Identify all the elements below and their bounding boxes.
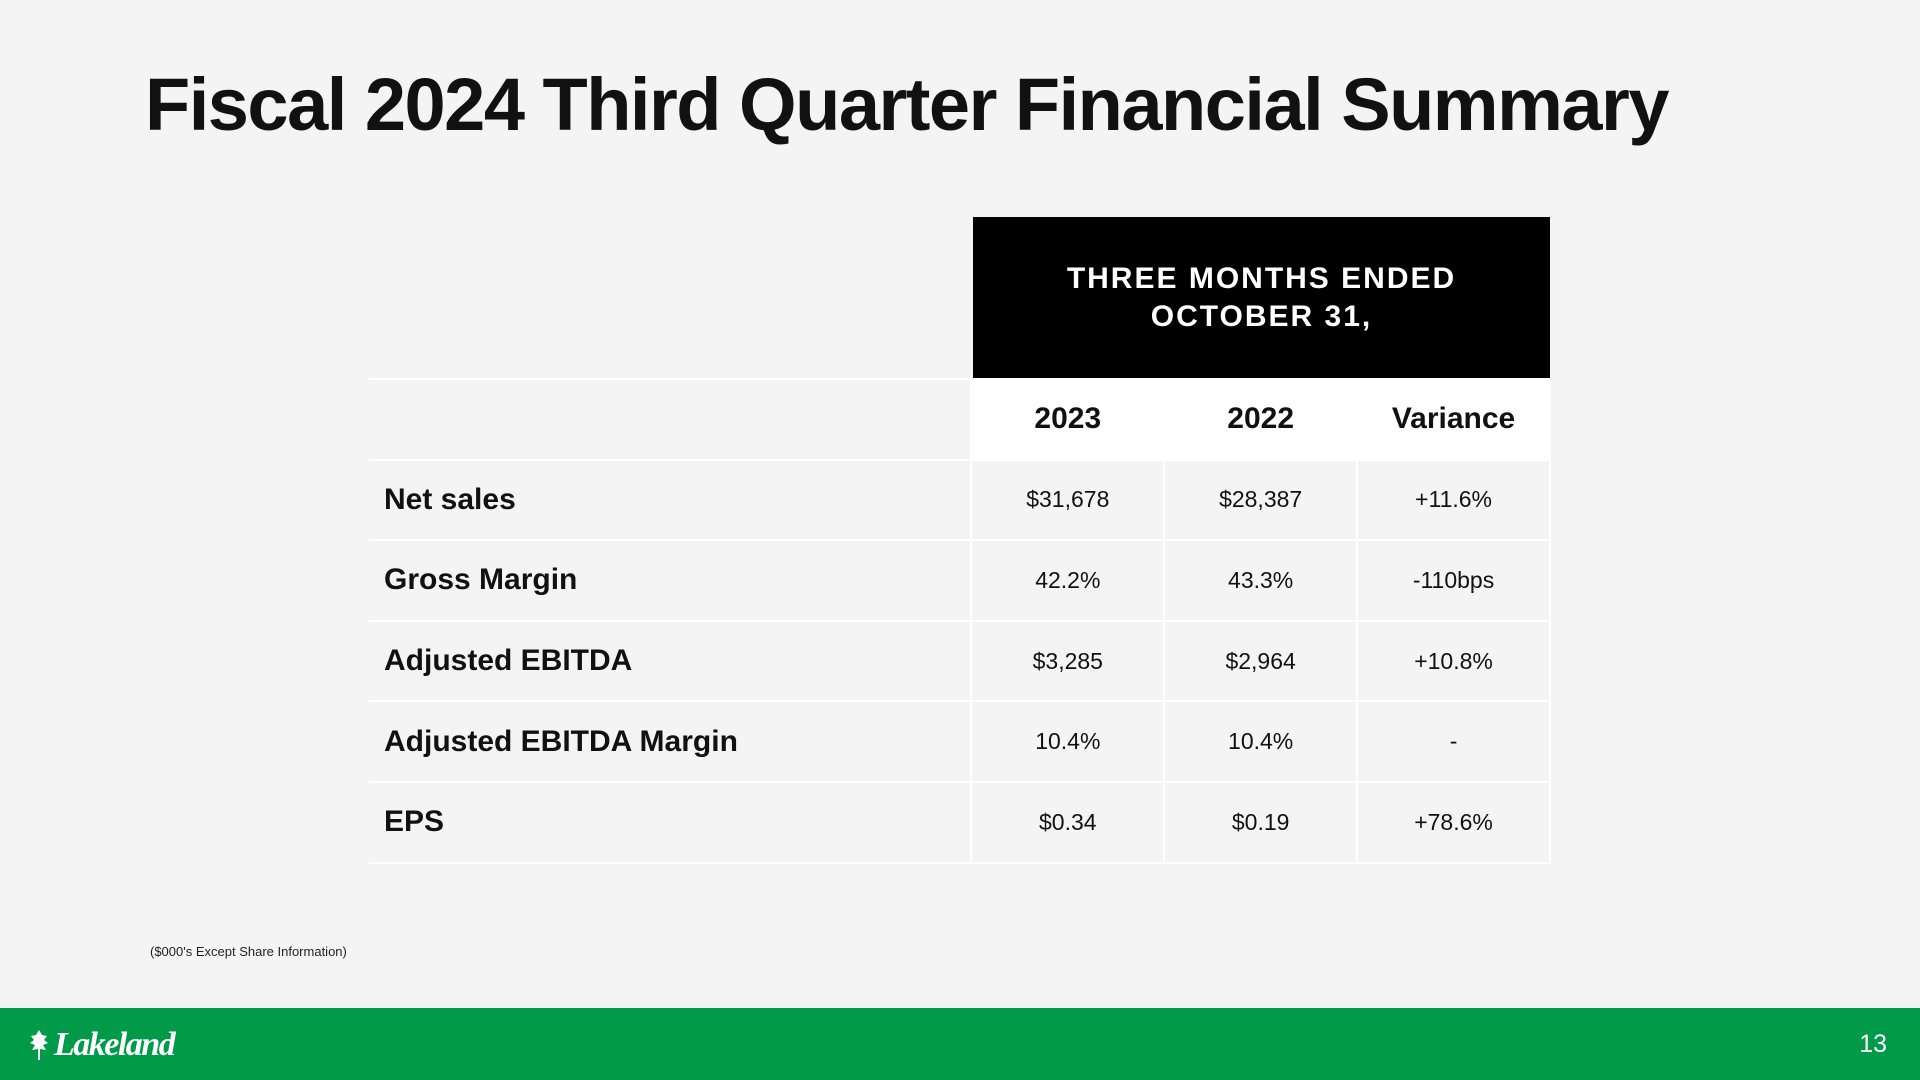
logo-text: Lakeland — [54, 1026, 176, 1063]
table-row: Adjusted EBITDA Margin 10.4% 10.4% - — [369, 700, 1551, 783]
period-header-line2: OCTOBER 31, — [1150, 299, 1373, 333]
table-row: Gross Margin 42.2% 43.3% -110bps — [369, 539, 1551, 622]
cell-2023: $0.34 — [970, 780, 1166, 864]
table-header-row: 2023 2022 Variance — [369, 378, 1551, 461]
row-label: Adjusted EBITDA — [369, 619, 972, 703]
row-label: Net sales — [369, 458, 972, 542]
footer-bar: Lakeland 13 — [0, 1008, 1920, 1080]
cell-2023: 42.2% — [970, 539, 1166, 622]
table-row: Adjusted EBITDA $3,285 $2,964 +10.8% — [369, 619, 1551, 703]
column-header-2023: 2023 — [970, 378, 1166, 461]
cell-2022: $2,964 — [1163, 619, 1359, 703]
cell-variance: +78.6% — [1356, 780, 1551, 864]
row-label: Gross Margin — [369, 539, 972, 622]
company-logo: Lakeland — [28, 1026, 176, 1064]
cell-2022: 10.4% — [1163, 700, 1359, 783]
table-row: Net sales $31,678 $28,387 +11.6% — [369, 458, 1551, 542]
header-blank-cell — [369, 378, 972, 461]
cell-variance: +10.8% — [1356, 619, 1551, 703]
period-header-line1: THREE MONTHS ENDED — [1066, 261, 1457, 295]
cell-2023: $31,678 — [970, 458, 1166, 542]
cell-2022: $0.19 — [1163, 780, 1359, 864]
cell-2022: 43.3% — [1163, 539, 1359, 622]
column-header-2022: 2022 — [1163, 378, 1359, 461]
row-label: Adjusted EBITDA Margin — [369, 700, 972, 783]
footnote: ($000's Except Share Information) — [150, 944, 347, 959]
column-header-variance: Variance — [1356, 378, 1551, 461]
cell-variance: -110bps — [1356, 539, 1551, 622]
cell-variance: +11.6% — [1356, 458, 1551, 542]
financial-summary-table: 2023 2022 Variance Net sales $31,678 $28… — [369, 378, 1551, 864]
table-row: EPS $0.34 $0.19 +78.6% — [369, 780, 1551, 864]
row-label: EPS — [369, 780, 972, 864]
cell-2023: 10.4% — [970, 700, 1166, 783]
page-number: 13 — [1859, 1030, 1887, 1058]
leaf-icon — [30, 1030, 48, 1060]
page-title: Fiscal 2024 Third Quarter Financial Summ… — [145, 63, 1670, 146]
cell-2023: $3,285 — [970, 619, 1166, 703]
period-header: THREE MONTHS ENDED OCTOBER 31, — [973, 217, 1550, 378]
cell-variance: - — [1356, 700, 1551, 783]
cell-2022: $28,387 — [1163, 458, 1359, 542]
